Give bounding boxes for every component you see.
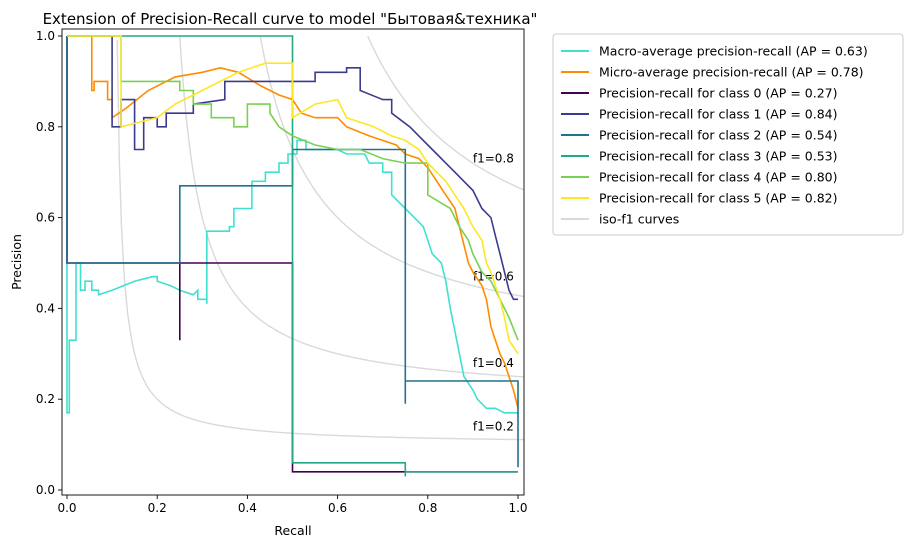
- x-tick-label-1: 0.2: [148, 501, 167, 515]
- legend-label-3: Precision-recall for class 1 (AP = 0.84): [599, 107, 837, 122]
- y-tick-label-4: 0.8: [36, 120, 55, 134]
- y-tick-label-0: 0.0: [36, 483, 55, 497]
- legend-label-1: Micro-average precision-recall (AP = 0.7…: [599, 65, 864, 80]
- series-line-5: [67, 35, 518, 477]
- iso-f1-curve-3: [367, 35, 524, 191]
- legend-label-5: Precision-recall for class 3 (AP = 0.53): [599, 149, 837, 164]
- series-layer: [66, 35, 519, 477]
- x-tick-label-4: 0.8: [418, 501, 437, 515]
- legend-label-0: Macro-average precision-recall (AP = 0.6…: [599, 44, 868, 59]
- iso-f1-label-1: f1=0.4: [473, 356, 514, 370]
- chart-title: Extension of Precision-Recall curve to m…: [43, 10, 538, 28]
- legend-label-8: iso-f1 curves: [599, 212, 679, 227]
- iso-f1-label-0: f1=0.2: [473, 419, 514, 433]
- y-tick-label-2: 0.4: [36, 301, 55, 315]
- legend-label-7: Precision-recall for class 5 (AP = 0.82): [599, 191, 837, 206]
- legend: Macro-average precision-recall (AP = 0.6…: [552, 33, 904, 236]
- legend-label-6: Precision-recall for class 4 (AP = 0.80): [599, 170, 837, 185]
- y-axis-ticks: 0.0 0.2 0.4 0.6 0.8 1.0: [36, 29, 62, 497]
- iso-f1-label-layer: f1=0.2f1=0.4f1=0.6f1=0.8: [473, 152, 514, 434]
- iso-f1-curve-2: [259, 36, 524, 298]
- series-line-7: [67, 35, 519, 355]
- x-tick-label-5: 1.0: [508, 501, 527, 515]
- x-axis-ticks: 0.0 0.2 0.4 0.6 0.8 1.0: [57, 495, 528, 515]
- plot-frame: [61, 28, 525, 496]
- iso-f1-layer: [116, 35, 524, 441]
- x-axis-label: Recall: [274, 523, 311, 538]
- x-tick-label-0: 0.0: [57, 501, 76, 515]
- iso-f1-curve-0: [116, 39, 524, 441]
- x-tick-label-3: 0.6: [328, 501, 347, 515]
- iso-f1-curve-1: [179, 36, 524, 378]
- series-line-3: [67, 35, 518, 301]
- y-tick-label-3: 0.6: [36, 211, 55, 225]
- series-line-0: [66, 36, 518, 414]
- legend-label-2: Precision-recall for class 0 (AP = 0.27): [599, 86, 837, 101]
- legend-label-4: Precision-recall for class 2 (AP = 0.54): [599, 128, 837, 143]
- legend-frame: [552, 33, 904, 236]
- y-axis-label: Precision: [9, 234, 24, 290]
- y-tick-label-5: 1.0: [36, 29, 55, 43]
- y-tick-label-1: 0.2: [36, 392, 55, 406]
- iso-f1-label-3: f1=0.8: [473, 152, 514, 166]
- x-tick-label-2: 0.4: [238, 501, 257, 515]
